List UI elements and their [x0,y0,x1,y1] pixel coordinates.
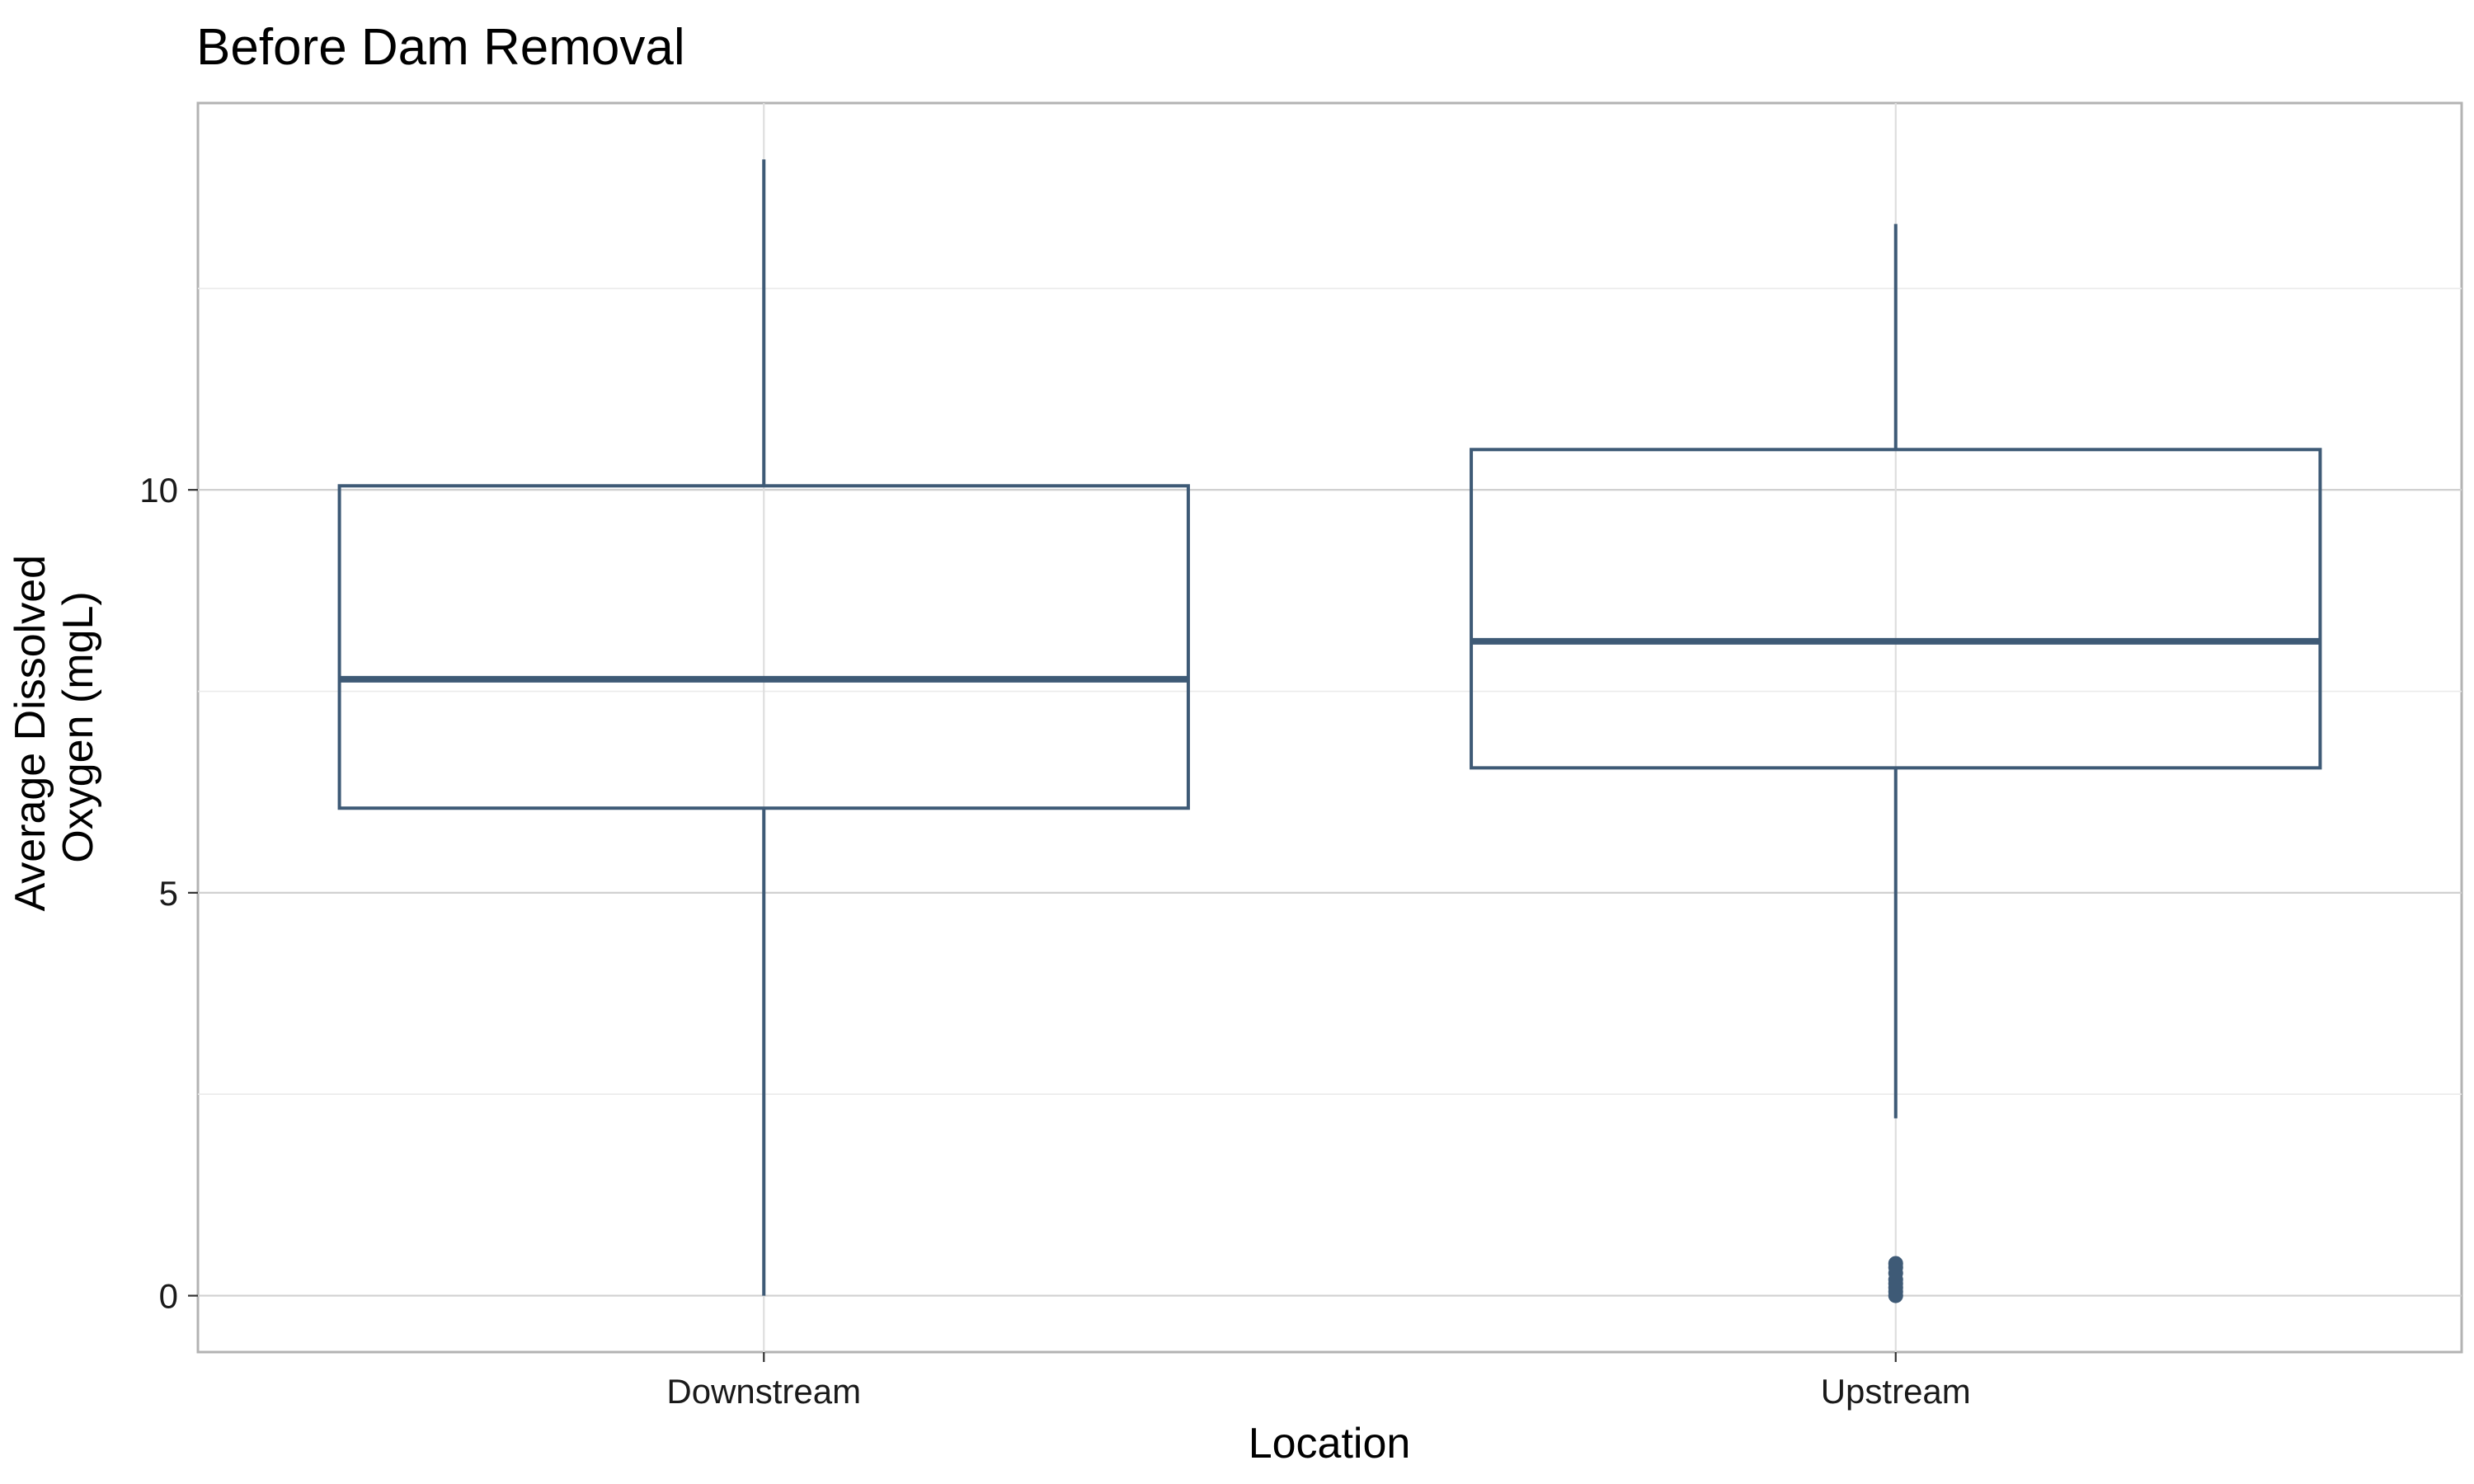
axes: 0 5 10 Downstream Upstream [139,471,1971,1411]
y-axis-title-line-2: Oxygen (mgL) [54,591,102,862]
y-tick-label: 5 [159,874,178,913]
chart-title: Before Dam Removal [196,19,685,76]
grid-lines [198,103,2462,1352]
y-tick-label: 10 [139,471,178,510]
upstream-box [1470,448,2322,770]
boxes [337,159,2322,1303]
downstream-box [337,484,1190,810]
y-axis-title-line-1: Average Dissolved [7,555,54,912]
x-tick-label: Downstream [666,1372,861,1411]
x-tick-label: Upstream [1821,1372,1971,1411]
y-tick-label: 0 [159,1277,178,1316]
y-axis-title: Average Dissolved Oxygen (mgL) [7,542,102,911]
plot-panel [196,101,2463,1354]
upstream-outlier-point [1888,1256,1903,1271]
x-axis-title: Location [1249,1420,1411,1468]
